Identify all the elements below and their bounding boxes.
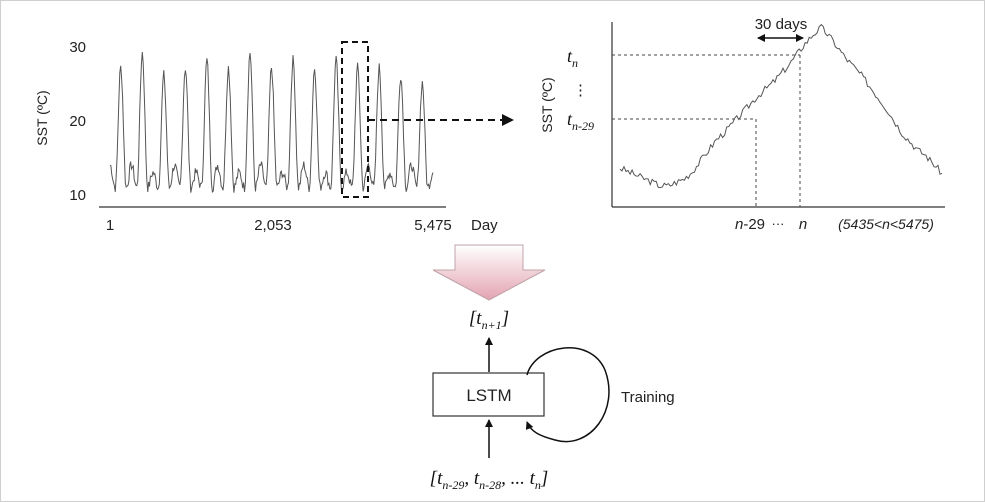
- selection-to-zoom-arrowhead: [502, 114, 514, 126]
- lstm-label: LSTM: [466, 386, 511, 405]
- x-label-dots: ···: [772, 216, 785, 231]
- input-sequence-label: [tn-29, tn-28, ... tn]: [430, 468, 549, 492]
- left-chart: SST (ºC) 30 20 10 1 2,053 5,475 Day: [34, 39, 514, 234]
- output-label: [tn+1]: [469, 308, 509, 332]
- left-sst-series-line: [109, 51, 434, 193]
- right-y-axis-label: SST (ºC): [539, 77, 555, 132]
- left-y-tick-30: 30: [69, 39, 86, 56]
- left-y-tick-20: 20: [69, 113, 86, 130]
- training-label: Training: [621, 389, 675, 406]
- left-y-axis-label: SST (ºC): [34, 90, 50, 145]
- left-x-tick-2053: 2,053: [254, 217, 292, 234]
- window-30-days-label: 30 days: [755, 16, 808, 33]
- lstm-box: [432, 372, 545, 417]
- x-label-n: n: [799, 216, 807, 233]
- left-y-tick-10: 10: [69, 187, 86, 204]
- label-vertical-dots: ⋮: [573, 82, 588, 99]
- x-label-n-29: n-29: [735, 216, 765, 233]
- n-range-note: (5435<n<5475): [838, 216, 934, 232]
- lstm-model-diagram: [tn+1] LSTM Training [tn-29, tn-28, ... …: [430, 308, 675, 492]
- left-x-axis-label: Day: [471, 217, 498, 234]
- flow-down-arrow: [432, 244, 546, 301]
- label-tn-29: tn-29: [567, 109, 594, 133]
- left-x-tick-1: 1: [106, 217, 114, 234]
- label-tn: tn: [567, 46, 578, 70]
- right-chart: SST (ºC) tn ⋮ tn-29 30 days n-29 ··· n (…: [539, 16, 945, 233]
- right-sst-series-line: [619, 23, 943, 189]
- training-loop-arrow: [525, 347, 610, 443]
- left-x-tick-5475: 5,475: [414, 217, 452, 234]
